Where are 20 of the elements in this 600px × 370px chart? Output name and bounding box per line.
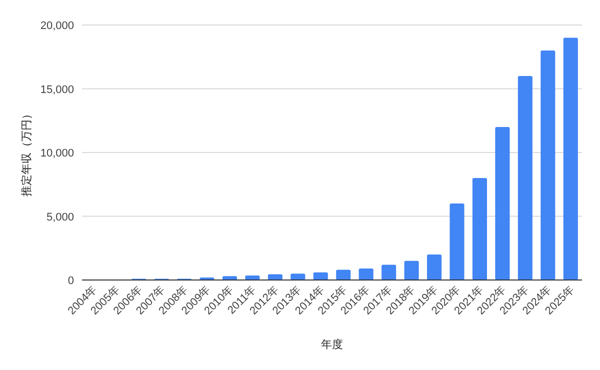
bar (336, 270, 351, 280)
bar (358, 268, 374, 280)
y-tick-label: 0 (68, 275, 74, 287)
bar (313, 272, 328, 280)
y-tick-label: 5,000 (46, 211, 74, 224)
bar (290, 274, 306, 280)
bar (540, 50, 556, 280)
y-tick-label: 15,000 (40, 84, 74, 96)
bar (404, 260, 419, 280)
bar (472, 178, 487, 280)
y-tick-label: 10,000 (40, 148, 74, 160)
x-axis-title: 年度 (321, 338, 343, 351)
y-tick-label: 20,000 (40, 20, 74, 32)
bar (495, 127, 510, 280)
bar (563, 38, 578, 280)
bar (518, 76, 532, 280)
y-axis-title: 推定年収（万円） (20, 108, 33, 196)
bar (450, 204, 464, 280)
bar (382, 264, 396, 280)
bar (427, 254, 442, 280)
